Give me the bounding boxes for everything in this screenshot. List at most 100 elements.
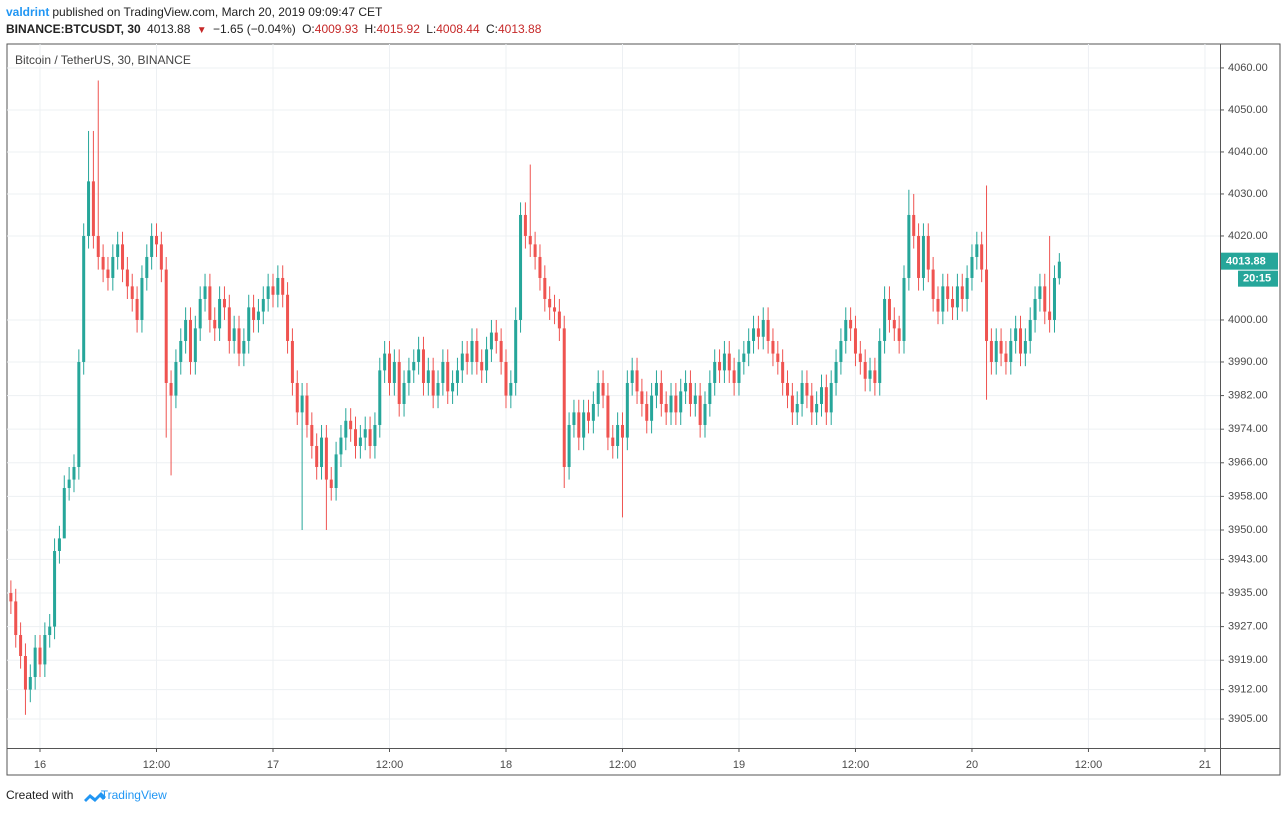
logo-icon — [84, 792, 106, 802]
l-label: L: — [426, 22, 437, 36]
candle-body — [887, 298, 891, 320]
candle-body — [392, 361, 396, 383]
candle-body — [523, 214, 527, 236]
y-tick-label: 4060.00 — [1228, 62, 1268, 74]
candle-body — [266, 286, 270, 299]
candle-body — [315, 445, 319, 467]
candle-body — [378, 370, 382, 425]
candle-body — [936, 298, 940, 312]
candle-body — [620, 424, 624, 438]
candle-body — [883, 298, 887, 341]
candle-body — [999, 340, 1003, 354]
candle-body — [994, 340, 998, 362]
candle-body — [582, 412, 586, 438]
candle-body — [688, 382, 692, 404]
candle-body — [188, 319, 192, 362]
candle-body — [829, 382, 833, 413]
candle-body — [62, 487, 66, 539]
candle-body — [38, 647, 42, 665]
candle-body — [538, 256, 542, 278]
candle-body — [324, 437, 328, 480]
candle-body — [383, 353, 387, 371]
y-tick-label: 4020.00 — [1228, 230, 1268, 242]
candle-body — [693, 395, 697, 404]
candle-body — [858, 353, 862, 362]
candle-body — [1028, 319, 1032, 341]
candle-body — [402, 382, 406, 404]
open-value: 4009.93 — [314, 22, 359, 36]
candle-body — [1057, 261, 1061, 279]
candle-body — [1048, 311, 1052, 320]
y-tick-label: 4030.00 — [1228, 188, 1268, 200]
x-tick-label: 18 — [500, 759, 512, 771]
candle-body — [907, 214, 911, 278]
x-tick-label: 19 — [733, 759, 745, 771]
candle-body — [732, 370, 736, 383]
candle-body — [553, 307, 557, 312]
candle-body — [606, 395, 610, 438]
candle-body — [43, 635, 47, 665]
candle-body — [931, 269, 935, 299]
candle-body — [790, 395, 794, 413]
close-value: 4013.88 — [497, 22, 542, 36]
o-label: O: — [302, 22, 315, 36]
down-arrow: ▼ — [196, 25, 207, 36]
candle-body — [519, 214, 523, 320]
y-tick-label: 3974.00 — [1228, 423, 1268, 435]
candle-body — [208, 286, 212, 320]
candle-body — [247, 307, 251, 341]
low-value: 4008.44 — [436, 22, 480, 36]
candle-body — [1052, 277, 1056, 320]
x-tick-label: 20 — [966, 759, 978, 771]
candle-body — [868, 370, 872, 379]
candle-body — [436, 382, 440, 396]
candle-body — [198, 298, 202, 329]
candle-body — [960, 286, 964, 299]
candle-body — [853, 328, 857, 354]
candle-body — [300, 395, 304, 413]
candle-body — [485, 349, 489, 371]
candle-body — [766, 319, 770, 341]
candle-body — [533, 244, 537, 257]
candle-body — [91, 181, 95, 236]
axes: 4060.00 4050.00 4040.00 4030.00 4020.00 4000.… — [34, 62, 1278, 771]
candle-body — [921, 235, 925, 278]
candle-body — [48, 626, 52, 636]
candle-body — [708, 382, 712, 404]
candle-body — [397, 361, 401, 404]
candle-body — [747, 340, 751, 354]
footer-brand[interactable]: TradingView — [100, 788, 167, 802]
candle-body — [684, 382, 688, 392]
x-tick-label: 12:00 — [1075, 759, 1103, 771]
chart-title: Bitcoin / TetherUS, 30, BINANCE — [15, 53, 191, 67]
candle-body — [261, 298, 265, 312]
header-line-2: BINANCE:BTCUSDT, 30 4013.88 ▼ −1.65 (−0.… — [6, 22, 544, 36]
candle-body — [718, 361, 722, 371]
candle-body — [358, 437, 362, 446]
candle-body — [159, 244, 163, 270]
candle-body — [557, 311, 561, 329]
candle-body — [222, 298, 226, 308]
candle-body — [227, 307, 231, 341]
candle-body — [169, 382, 173, 396]
y-tick-label: 4040.00 — [1228, 146, 1268, 158]
candle-body — [679, 391, 683, 413]
candle-body — [465, 353, 469, 362]
candle-body — [786, 382, 790, 396]
candle-body — [892, 319, 896, 329]
candle-body — [417, 349, 421, 362]
candle-body — [989, 340, 993, 362]
candle-body — [878, 340, 882, 383]
candle-body — [800, 382, 804, 404]
candle-body — [276, 277, 280, 295]
candle-body — [659, 382, 663, 404]
candle-body — [354, 429, 358, 446]
candle-body — [781, 361, 785, 383]
change: −1.65 (−0.04%) — [213, 22, 296, 36]
candle-body — [184, 319, 188, 341]
y-tick-label: 3935.00 — [1228, 587, 1268, 599]
candle-body — [713, 361, 717, 383]
candle-body — [970, 256, 974, 278]
candle-body — [349, 420, 353, 430]
